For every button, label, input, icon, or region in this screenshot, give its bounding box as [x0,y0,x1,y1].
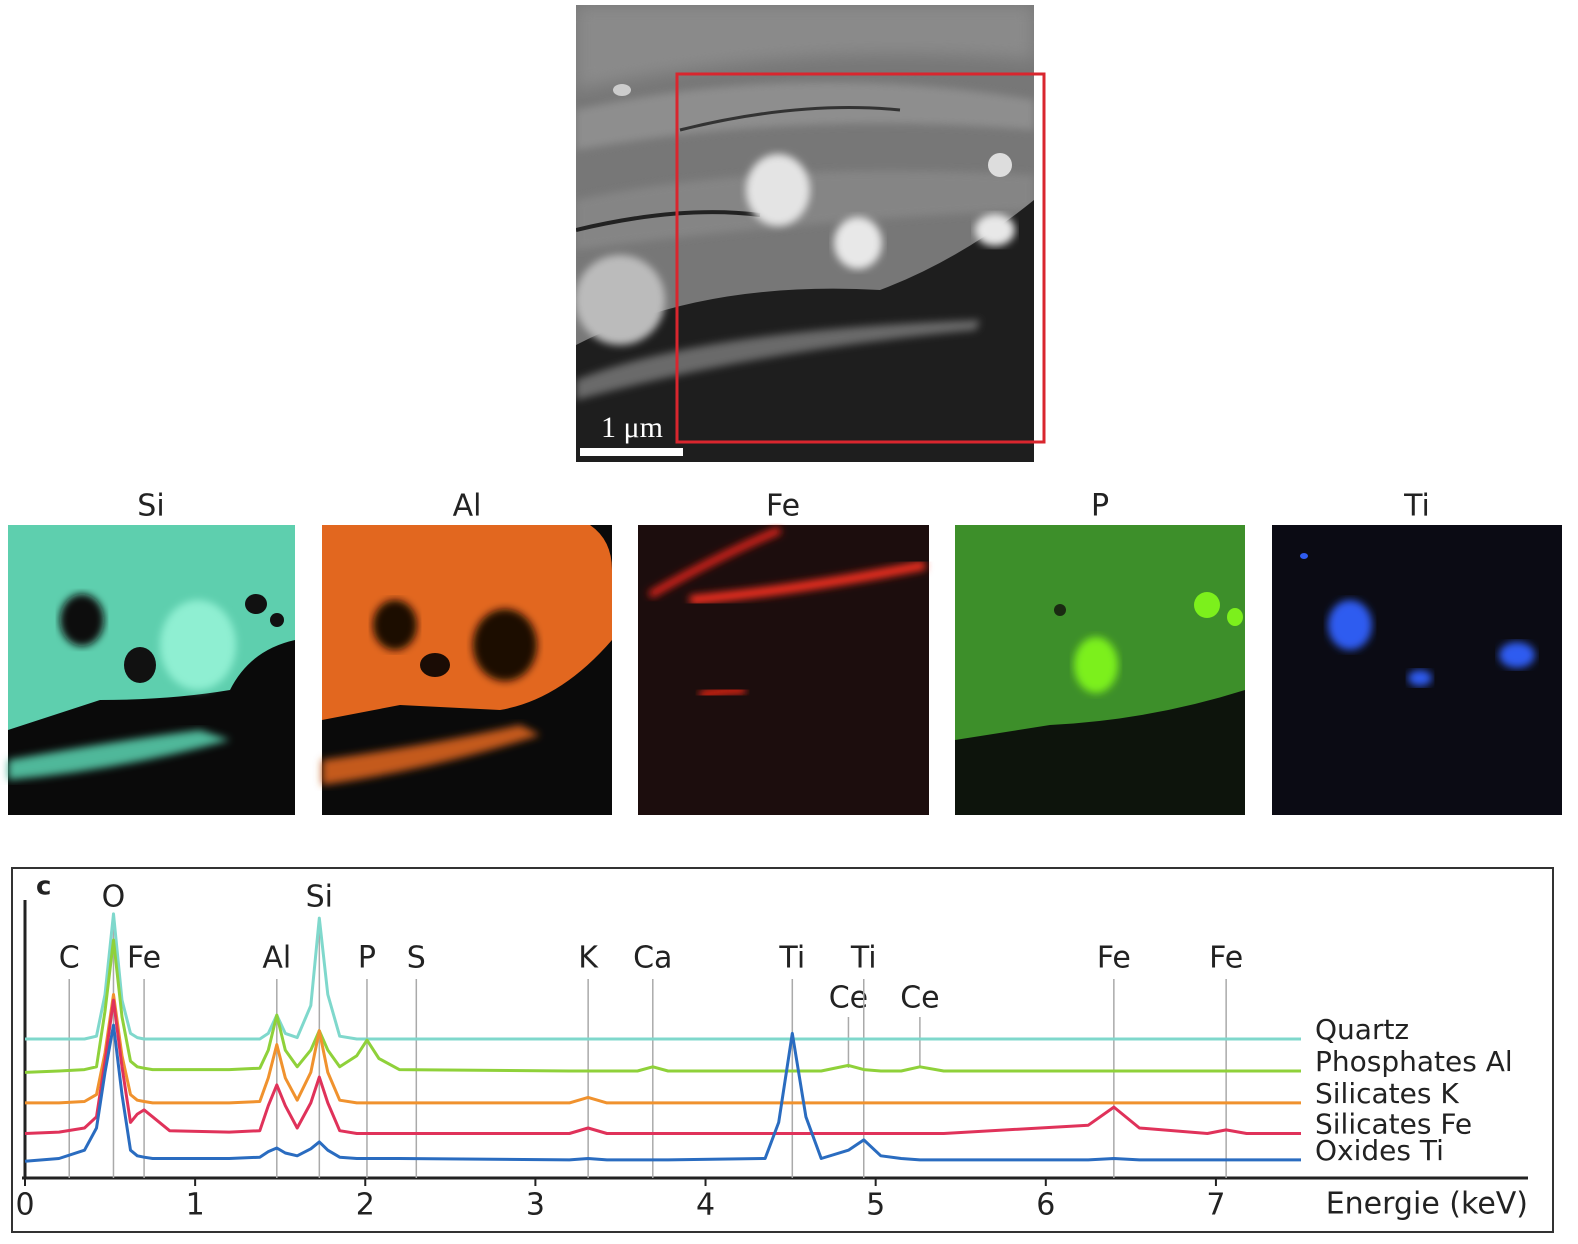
legend-label: Silicates Fe [1315,1108,1472,1141]
map-al [322,525,612,815]
peak-label: Al [262,941,291,976]
x-tick-label: 4 [696,1188,715,1223]
zoom-region [675,72,1046,444]
peak-label: Ce [829,981,868,1016]
spectrum-line [24,998,1301,1135]
map-title: Ti [1403,489,1430,524]
map-ti [1272,525,1562,815]
map-title: P [1091,489,1109,524]
legend-label: Quartz [1315,1013,1409,1046]
x-tick-label: 3 [526,1188,545,1223]
map-p [955,525,1245,815]
x-tick-label: 5 [866,1188,885,1223]
spectrum-line [25,993,1301,1105]
peak-label: Ti [850,941,877,976]
panel-label: c [36,872,51,902]
map-title: Al [453,489,482,524]
map-si [8,525,295,815]
x-tick-label: 0 [15,1188,34,1223]
legend-label: Silicates K [1315,1077,1459,1110]
map-fe [638,525,929,815]
peak-label: P [358,941,376,976]
scale-bar [580,448,683,456]
sem-image [576,5,1034,462]
peak-label: Fe [127,941,161,976]
spectrum-line [24,938,1301,1074]
scale-bar-label: 1 μm [601,411,663,444]
peak-label: S [407,941,426,976]
map-title: Fe [766,489,800,524]
x-tick-label: 6 [1036,1188,1055,1223]
peak-label: Fe [1209,941,1243,976]
legend-label: Phosphates Al [1315,1045,1513,1078]
map-title: Si [137,489,164,524]
peak-label: C [59,941,80,976]
peak-label: K [578,941,599,976]
peak-label: Ca [633,941,672,976]
x-tick-label: 1 [186,1188,205,1223]
x-axis-label: Energie (keV) [1326,1187,1528,1222]
peak-label: Si [306,880,333,915]
legend-label: Oxides Ti [1315,1134,1444,1167]
x-tick-label: 2 [356,1188,375,1223]
spectrum-line [24,1023,1301,1163]
peak-label: Fe [1097,941,1131,976]
x-tick-label: 7 [1206,1188,1225,1223]
peak-label: Ce [900,981,939,1016]
peak-label: Ti [778,941,805,976]
peak-label: O [102,880,126,915]
panel-frame [11,867,1554,1233]
spectrum-line [25,912,1301,1041]
